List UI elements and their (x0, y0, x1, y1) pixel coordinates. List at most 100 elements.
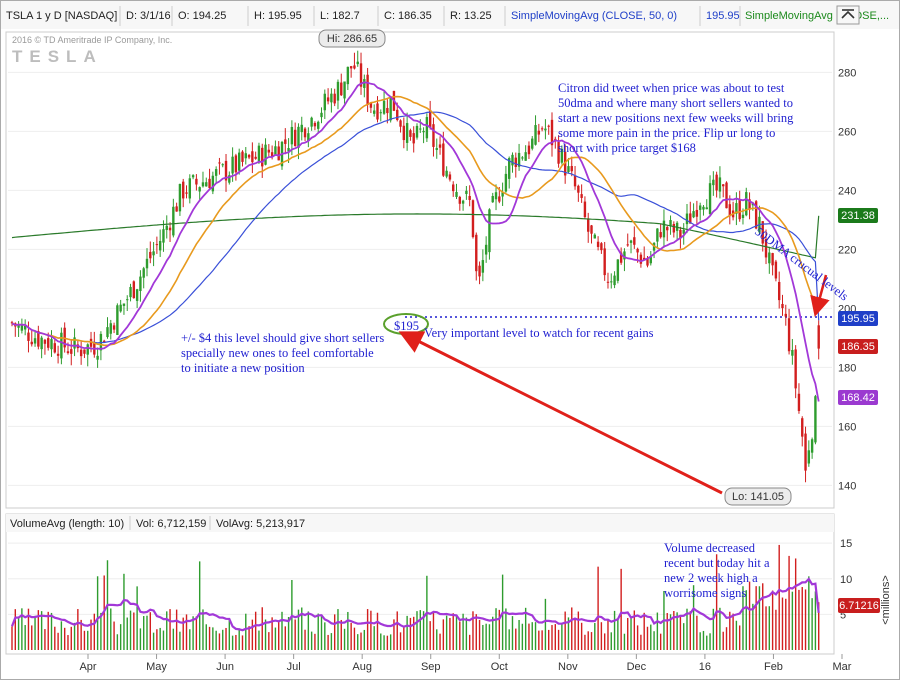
volume-bar (208, 626, 211, 650)
candle (801, 416, 804, 447)
volume-bar (620, 568, 622, 650)
candle (109, 319, 112, 340)
candle (359, 52, 363, 95)
tesla-logo: TESLA (12, 47, 103, 66)
volume-bar (590, 632, 593, 650)
candle (458, 195, 462, 211)
volume-bar (752, 603, 754, 650)
level-195-label: $195 (394, 319, 419, 333)
sma200-line (11, 213, 820, 259)
candle (715, 171, 718, 198)
volume-bar (442, 619, 445, 650)
volume-bar (758, 586, 761, 650)
candle (471, 199, 475, 239)
volume-bar (228, 618, 231, 650)
candle (17, 321, 20, 337)
volume-bar (347, 611, 349, 650)
volume-bar (646, 626, 649, 650)
candle (379, 109, 382, 122)
volume-bar (630, 616, 632, 650)
volume-bar (133, 612, 135, 650)
candle (452, 181, 455, 197)
candle (254, 151, 257, 160)
candle (781, 294, 784, 316)
volume-bar (31, 625, 33, 650)
candle (754, 199, 758, 230)
candle (570, 156, 573, 177)
candle (606, 272, 610, 289)
volume-bar (505, 608, 507, 650)
volume-bar (136, 586, 138, 650)
volume-bar (169, 609, 171, 650)
volume-bar (123, 573, 125, 650)
candle (639, 252, 643, 268)
candle (547, 124, 550, 135)
volume-bar (791, 591, 794, 650)
candle (817, 320, 820, 360)
candle (514, 152, 517, 178)
candle (797, 383, 801, 414)
candle (214, 166, 218, 184)
volume-bar (768, 606, 771, 650)
volume-bar (143, 616, 145, 650)
header-sma200-label[interactable]: SimpleMovingAvg (CLOSE,... (745, 10, 889, 22)
volume-bar (475, 614, 477, 650)
candle (428, 100, 432, 130)
volume-bar (409, 617, 412, 650)
volume-avg-label[interactable]: VolumeAvg (length: 10) (10, 518, 124, 530)
volume-bar (179, 631, 181, 650)
candle (682, 223, 685, 245)
volume-bar (722, 631, 724, 650)
volume-bar (511, 616, 514, 650)
volume-bar (172, 628, 175, 650)
volume-bar (198, 561, 201, 650)
volume-bar (702, 630, 705, 650)
svg-text:Volume decreased: Volume decreased (664, 541, 756, 555)
header-sma50-label[interactable]: SimpleMovingAvg (CLOSE, 50, 0) (511, 10, 677, 22)
candle (814, 394, 817, 445)
volume-bar (366, 609, 369, 650)
svg-text:Hi: 286.65: Hi: 286.65 (327, 33, 377, 45)
sma50-line (11, 111, 820, 344)
candle (669, 215, 672, 235)
candle (438, 136, 442, 155)
volume-bar (70, 626, 72, 650)
volume-bar (432, 613, 435, 650)
candle (768, 246, 771, 274)
candle (810, 437, 814, 459)
volume-bar (90, 619, 92, 650)
candle (722, 183, 725, 198)
header-symbol[interactable]: TSLA 1 y D [NASDAQ] (6, 10, 117, 22)
volume-bar (235, 634, 237, 650)
candle (685, 204, 689, 234)
candle (20, 318, 24, 334)
volume-bar (580, 622, 583, 650)
candle (96, 347, 99, 368)
volume-bar (248, 626, 250, 650)
collapse-icon[interactable] (836, 5, 860, 25)
candle (139, 270, 142, 302)
volume-bar (735, 620, 738, 650)
volume-bar (327, 634, 329, 650)
volume-bar (696, 615, 698, 650)
candle (356, 50, 359, 67)
sma50-price-label: 195.95 (838, 311, 878, 326)
x-tick-label: Feb (764, 661, 783, 673)
svg-text:186.35: 186.35 (841, 341, 875, 353)
volume-bar (406, 615, 408, 650)
volume-bar (393, 619, 395, 650)
volume-bar (202, 609, 204, 650)
volume-bar (811, 598, 813, 650)
volume-bar (162, 630, 165, 650)
candle (527, 141, 531, 159)
x-tick-label: 16 (699, 661, 711, 673)
candle (264, 138, 267, 166)
header-date: D: 3/1/16 (126, 10, 171, 22)
candle (234, 153, 238, 181)
candle (583, 196, 587, 220)
volume-bar (468, 634, 471, 650)
svg-text:to initiate a new position: to initiate a new position (181, 361, 305, 375)
volume-bar (551, 625, 553, 650)
candle (422, 127, 425, 144)
volume-bar (44, 629, 46, 650)
